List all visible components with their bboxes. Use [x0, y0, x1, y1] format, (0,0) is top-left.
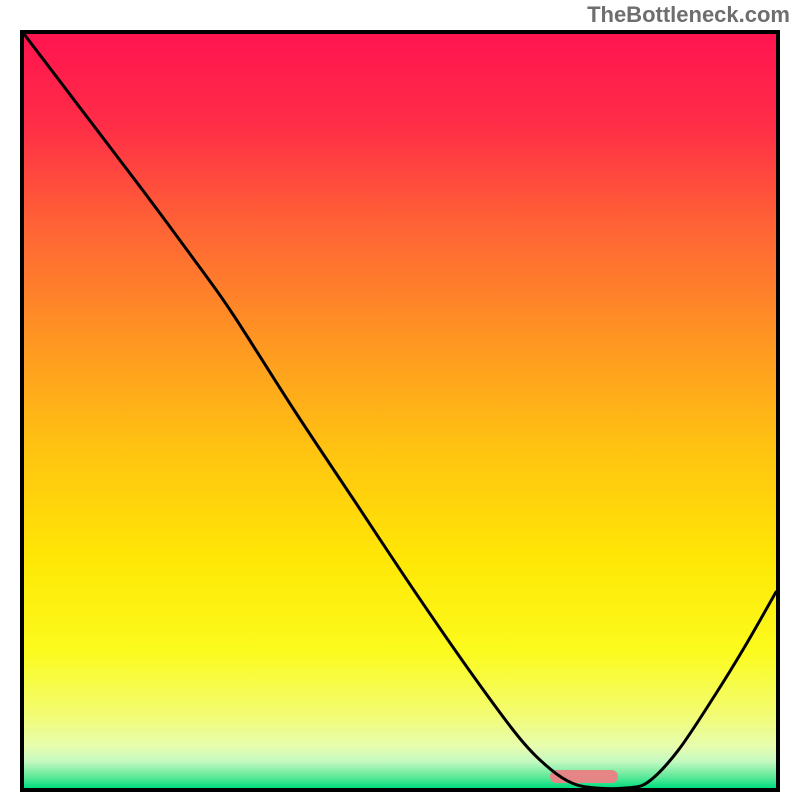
watermark-text: TheBottleneck.com: [587, 2, 790, 28]
chart-container: TheBottleneck.com: [0, 0, 800, 800]
plot-area: [24, 34, 776, 788]
bottleneck-curve: [24, 34, 776, 788]
